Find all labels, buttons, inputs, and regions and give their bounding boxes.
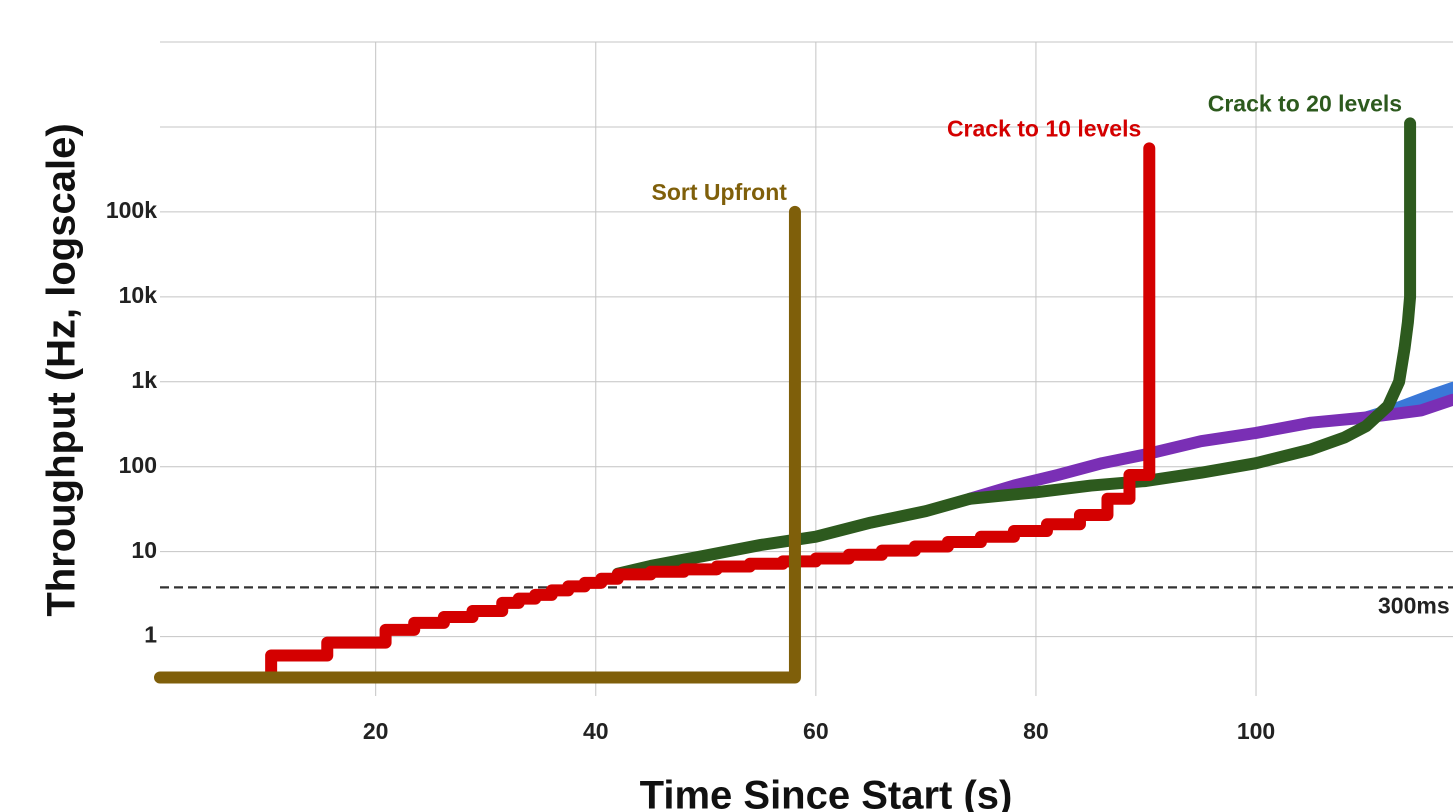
x-tick-label: 20: [363, 718, 389, 744]
y-tick-label: 10k: [119, 282, 158, 308]
series-label: Crack to 10 levels: [947, 115, 1141, 141]
y-tick-label: 100k: [106, 197, 157, 223]
series-label: Sort Upfront: [652, 179, 788, 205]
y-tick-label: 1k: [131, 367, 157, 393]
y-axis-title: Throughput (Hz, logscale): [40, 123, 84, 616]
y-tick-label: 100: [119, 452, 157, 478]
series-line: [265, 142, 1156, 684]
series-line: [611, 117, 1417, 580]
x-tick-label: 40: [583, 718, 609, 744]
y-tick-label: 1: [144, 622, 157, 648]
series-line: [154, 205, 801, 684]
y-tick-label: 10: [131, 537, 157, 563]
x-tick-label: 100: [1237, 718, 1275, 744]
x-axis-title: Time Since Start (s): [640, 774, 1013, 812]
reference-label: 300ms: [1378, 592, 1450, 618]
x-tick-label: 60: [803, 718, 829, 744]
x-tick-label: 80: [1023, 718, 1049, 744]
series-label: Crack to 20 levels: [1208, 91, 1402, 117]
